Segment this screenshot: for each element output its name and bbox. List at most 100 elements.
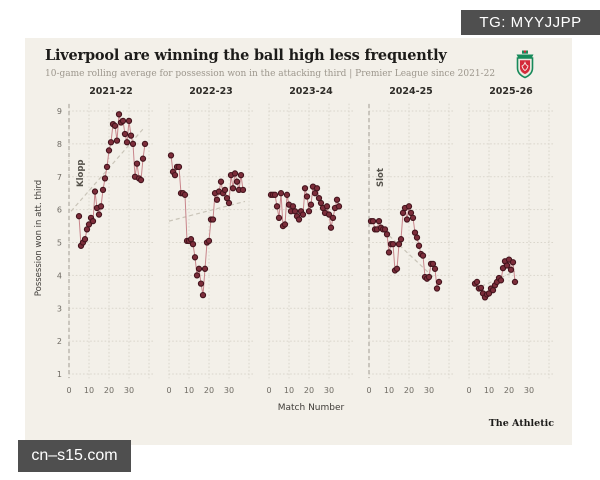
data-point: [201, 265, 209, 272]
data-point: [209, 216, 217, 223]
data-point: [275, 214, 283, 221]
data-point: [229, 185, 237, 192]
data-point: [89, 217, 97, 225]
chart-card: Liverpool are winning the ball high less…: [25, 38, 572, 445]
data-point: [295, 216, 303, 223]
data-point: [397, 236, 405, 243]
x-tick-label: 10: [84, 386, 94, 395]
data-point: [301, 185, 309, 192]
data-point: [237, 171, 245, 179]
season-label: 2021-22: [89, 86, 133, 97]
liverpool-crest-icon: [516, 50, 534, 79]
x-tick-label: 10: [384, 386, 394, 395]
data-point: [283, 191, 291, 198]
x-tick-label: 10: [184, 386, 194, 395]
data-point: [385, 249, 393, 256]
data-point: [91, 188, 99, 195]
plot-svg: 1 2 3 4 5 6 7 8 9 Possession won in att. third Mat…: [34, 86, 554, 413]
data-point: [409, 214, 417, 221]
data-point: [113, 137, 121, 144]
data-point: [137, 176, 145, 184]
x-tick-label: 20: [404, 386, 414, 395]
data-point: [433, 285, 441, 292]
data-point: [205, 237, 213, 245]
data-point: [323, 203, 331, 210]
data-point: [221, 186, 229, 194]
data-point: [103, 163, 111, 171]
y-tick-label: 3: [57, 304, 62, 313]
data-point: [85, 221, 93, 228]
data-point: [193, 272, 201, 279]
data-point: [175, 163, 183, 171]
data-point: [233, 178, 241, 185]
data-point: [189, 240, 197, 248]
data-point: [125, 117, 133, 125]
y-tick-label: 4: [57, 271, 62, 280]
y-tick-label: 6: [57, 206, 62, 215]
data-point: [199, 291, 207, 299]
data-point: [127, 132, 135, 139]
data-point: [511, 278, 519, 286]
data-point: [503, 262, 511, 269]
data-point: [81, 236, 89, 243]
data-point: [97, 203, 105, 210]
x-tick-label: 0: [266, 386, 271, 395]
x-tick-label: 10: [284, 386, 294, 395]
data-point: [305, 208, 313, 215]
data-point: [473, 278, 481, 286]
season-panel-2021-22: 0 10 20 30 2021-22 Klopp: [66, 86, 154, 395]
data-point: [333, 196, 341, 203]
y-tick-label: 1: [57, 370, 62, 379]
data-point: [403, 216, 411, 223]
data-point: [271, 191, 279, 198]
publisher-credit: The Athletic: [488, 418, 554, 429]
data-point: [139, 155, 147, 162]
y-tick-label: 5: [57, 239, 62, 248]
data-point: [213, 196, 221, 203]
data-point: [101, 175, 109, 182]
data-point: [107, 139, 115, 146]
season-label: 2023-24: [289, 86, 333, 97]
y-axis-title: Possession won in att. third: [34, 180, 44, 296]
data-point: [231, 170, 239, 177]
data-point: [273, 203, 281, 210]
data-point: [75, 213, 83, 220]
x-axis-title: Match Number: [278, 403, 345, 413]
data-point: [181, 191, 189, 198]
y-tick-label: 9: [57, 107, 62, 116]
data-point: [281, 221, 289, 228]
season-panel-2023-24: 0 10 20 30 2023-24: [266, 86, 354, 395]
data-point: [369, 217, 377, 225]
data-point: [95, 211, 103, 218]
data-point: [425, 273, 433, 281]
data-point: [121, 130, 129, 138]
data-point: [383, 231, 391, 238]
data-point: [111, 122, 119, 129]
y-tick-label: 2: [57, 337, 62, 346]
x-tick-label: 0: [466, 386, 471, 395]
data-point: [419, 252, 427, 259]
data-point: [507, 266, 515, 273]
data-point: [167, 152, 175, 159]
data-point: [405, 203, 413, 210]
x-tick-label: 20: [104, 386, 114, 395]
data-point: [299, 211, 307, 218]
data-point: [413, 234, 421, 241]
data-point: [415, 242, 423, 249]
trend-line: [378, 225, 436, 280]
data-point: [393, 265, 401, 272]
data-point: [191, 254, 199, 261]
manager-label: Slot: [376, 168, 386, 187]
data-point: [329, 214, 337, 221]
x-tick-label: 30: [424, 386, 434, 395]
y-tick-label: 7: [57, 173, 62, 182]
data-point: [307, 201, 315, 208]
x-tick-label: 30: [324, 386, 334, 395]
data-point: [129, 140, 137, 148]
data-point: [435, 278, 443, 286]
data-point: [171, 171, 179, 179]
data-point: [313, 185, 321, 192]
trend-line: [168, 200, 246, 222]
x-tick-label: 30: [524, 386, 534, 395]
data-point: [277, 190, 285, 197]
